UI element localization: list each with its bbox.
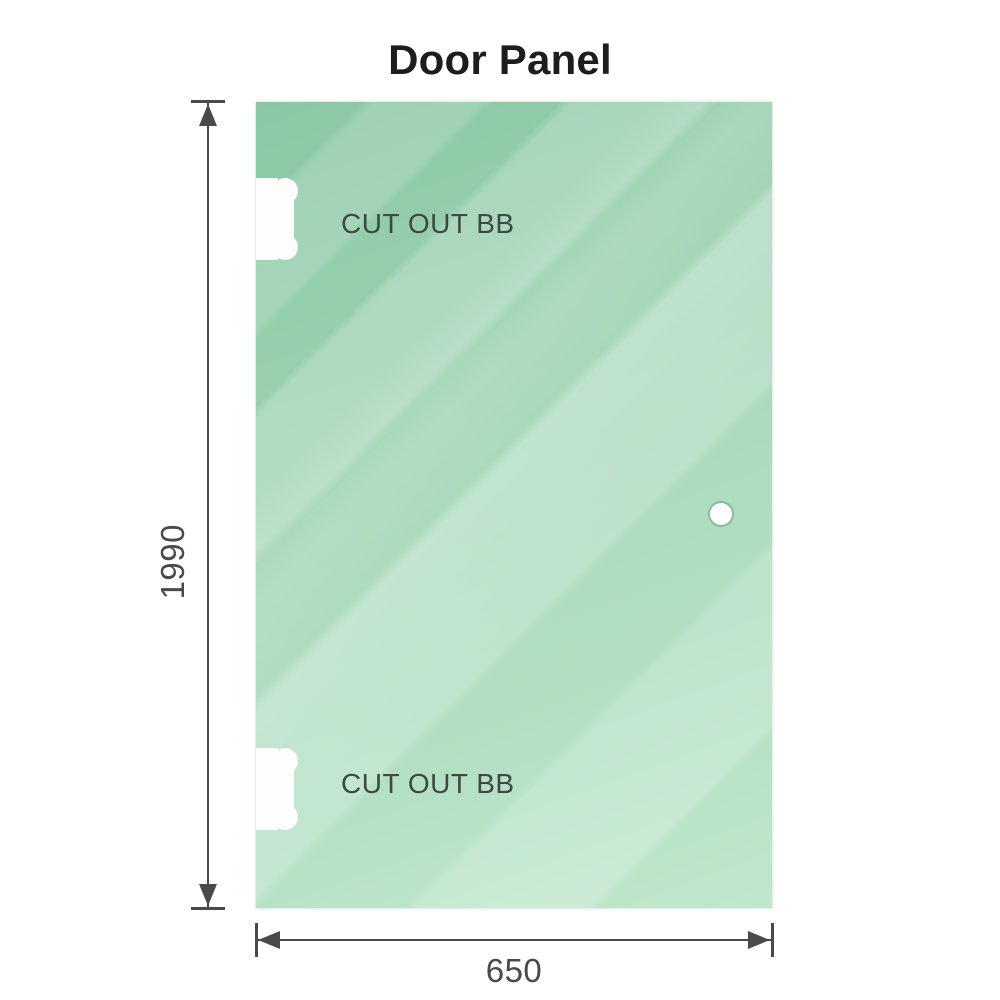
width-dim-line <box>256 939 772 941</box>
cutout-bottom[interactable] <box>256 748 298 830</box>
handle-hole[interactable] <box>710 503 732 525</box>
height-dim-line <box>207 102 209 908</box>
cutout-top[interactable] <box>256 178 298 260</box>
cutout-top-lobe-upper <box>272 178 298 204</box>
cutout-top-label: CUT OUT BB <box>341 208 515 239</box>
cutout-bottom-lobe-lower <box>272 804 298 830</box>
height-dim-arrow-down-icon <box>199 884 217 906</box>
height-dim-arrow-up-icon <box>199 104 217 126</box>
cutout-bottom-label: CUT OUT BB <box>341 768 515 799</box>
height-dim-tick-top <box>191 100 225 103</box>
height-dim-label: 1990 <box>154 524 191 600</box>
cutout-top-lobe-lower <box>272 234 298 260</box>
page-title: Door Panel <box>388 36 612 83</box>
cutout-bottom-lobe-upper <box>272 748 298 774</box>
width-dim-arrow-right-icon <box>748 931 770 949</box>
height-dim-tick-bottom <box>191 907 225 910</box>
width-dim-label: 650 <box>485 952 543 989</box>
width-dim-tick-right <box>771 923 774 957</box>
width-dim-arrow-left-icon <box>258 931 280 949</box>
